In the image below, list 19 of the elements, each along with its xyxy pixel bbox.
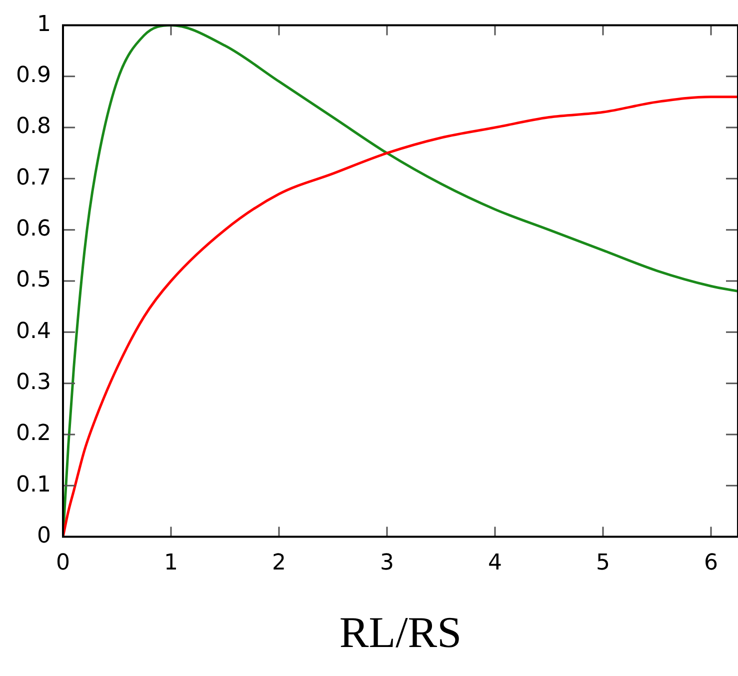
x-tick-label: 2 <box>272 550 286 576</box>
y-tick-label: 0.1 <box>16 472 51 498</box>
y-tick-label: 0.5 <box>16 268 51 293</box>
y-tick-label: 0.8 <box>16 114 51 140</box>
y-tick-label: 0.3 <box>16 370 51 396</box>
y-tick-label: 0.4 <box>16 318 51 344</box>
y-tick-label: 0.6 <box>16 216 51 242</box>
y-tick-label: 0.9 <box>16 63 51 88</box>
x-tick-label: 5 <box>596 550 610 576</box>
y-tick-label: 0 <box>36 524 51 549</box>
x-tick-label: 1 <box>164 550 178 576</box>
y-tick-label: 0.2 <box>16 421 51 446</box>
y-tick-label: 1 <box>36 12 51 37</box>
x-axis-title: RL/RS <box>339 608 462 658</box>
x-tick-label: 6 <box>704 550 718 576</box>
x-tick-label: 3 <box>380 550 394 576</box>
x-tick-label: 0 <box>56 550 70 576</box>
x-tick-label: 4 <box>488 550 502 576</box>
y-tick-label: 0.7 <box>16 165 51 190</box>
